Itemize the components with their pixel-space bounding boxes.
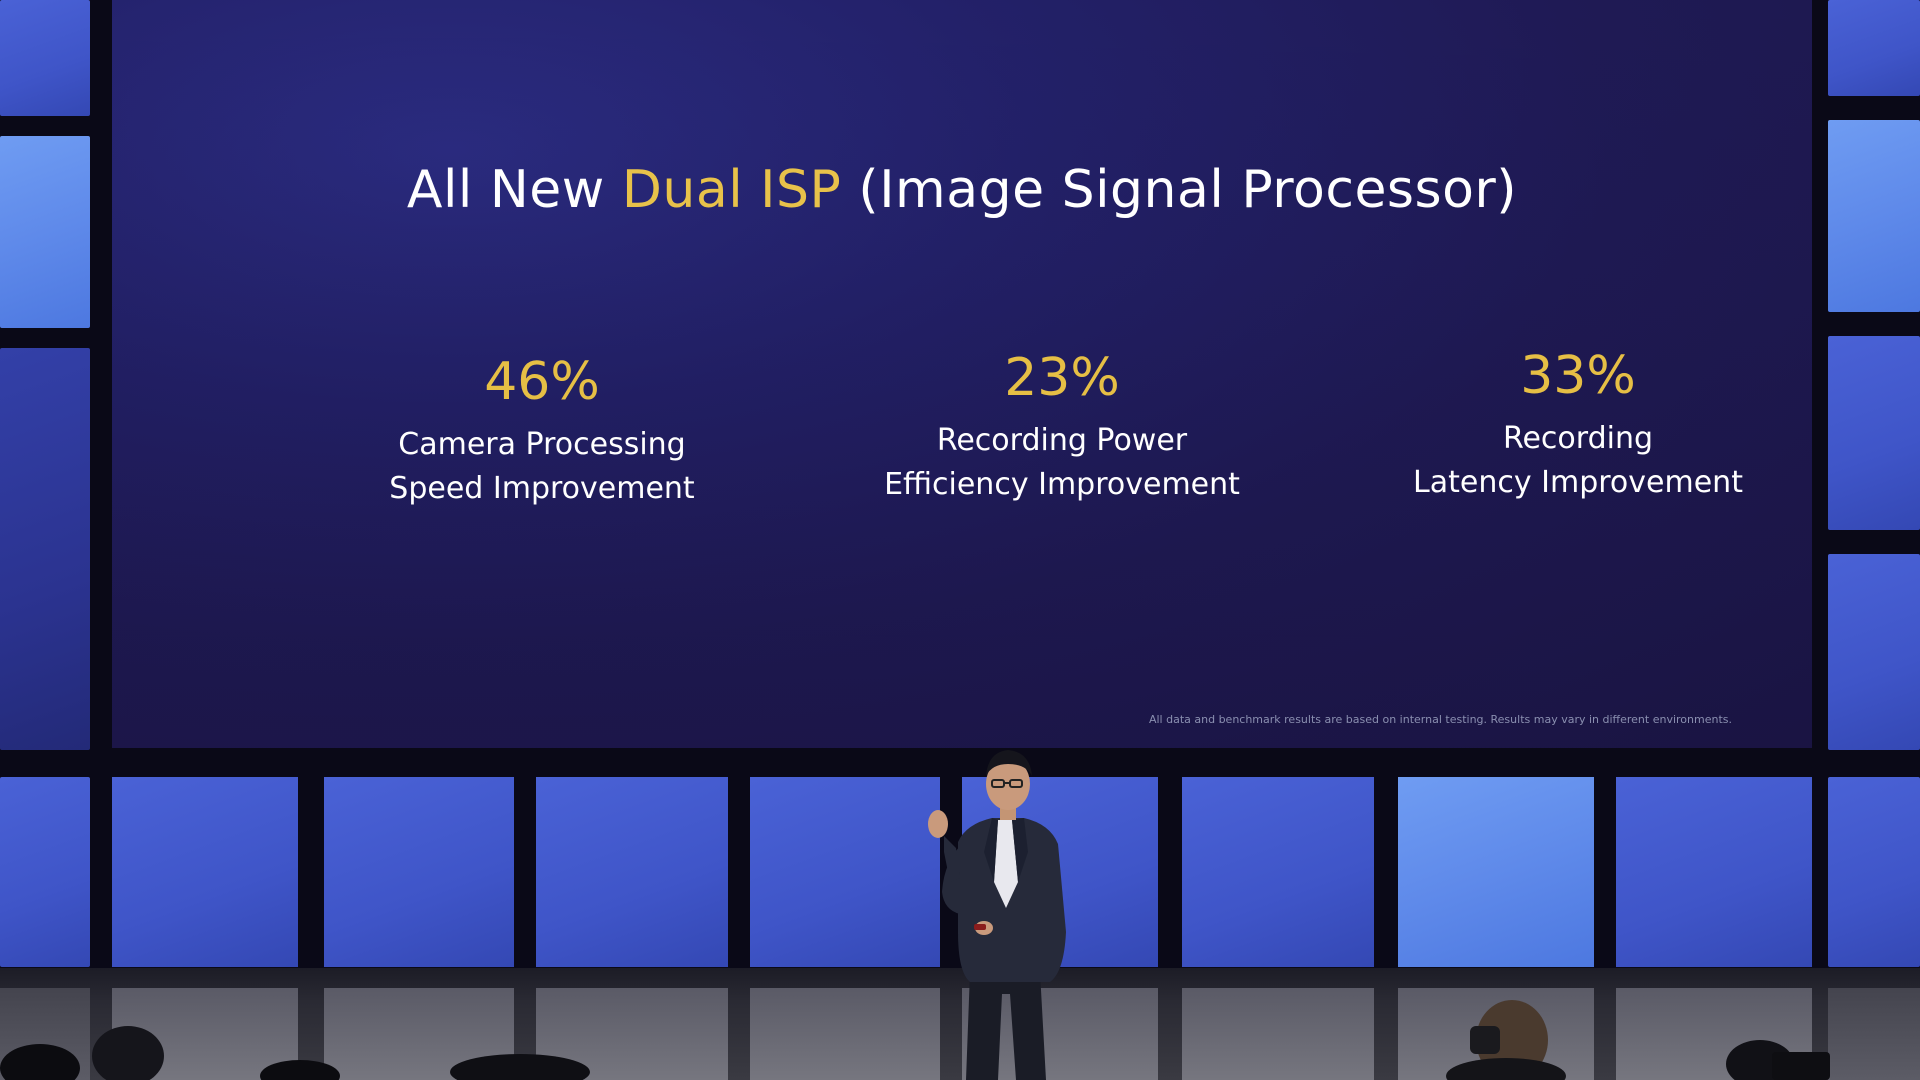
led-grid-cell xyxy=(112,777,298,967)
stat-label-line1: Recording xyxy=(1502,421,1654,456)
presentation-screen: All New Dual ISP (Image Signal Processor… xyxy=(112,0,1812,748)
slide-title: All New Dual ISP (Image Signal Processor… xyxy=(112,160,1812,220)
right-led-panel-2 xyxy=(1828,120,1920,312)
stage-floor xyxy=(0,968,1920,1080)
slide-title-prefix: All New xyxy=(406,160,622,220)
led-grid-cell xyxy=(1398,777,1594,967)
right-led-panel-1 xyxy=(1828,0,1920,96)
right-led-panel-3 xyxy=(1828,336,1920,530)
presenter-figure xyxy=(928,750,1066,1080)
slide-disclaimer: All data and benchmark results are based… xyxy=(1148,713,1732,726)
led-grid-cell xyxy=(536,777,728,967)
floor-panel xyxy=(1828,988,1920,1080)
right-led-panel-4 xyxy=(1828,554,1920,750)
stat-camera-processing: 46% Camera Processing Speed Improvement xyxy=(282,351,802,511)
led-grid-cell xyxy=(1182,777,1374,967)
slide-title-suffix: (Image Signal Processor) xyxy=(841,160,1518,220)
stat-value: 33% xyxy=(1520,346,1636,406)
led-grid-cell xyxy=(1616,777,1812,967)
right-led-panel-5 xyxy=(1828,777,1920,967)
stat-value: 46% xyxy=(484,352,600,412)
left-led-panel-1 xyxy=(0,0,90,116)
left-led-panel-3 xyxy=(0,348,90,750)
led-grid-cell xyxy=(324,777,514,967)
left-led-panel-2 xyxy=(0,136,90,328)
floor-panel xyxy=(1182,988,1374,1080)
stat-label-line1: Recording Power xyxy=(936,423,1188,458)
stat-label-line2: Speed Improvement xyxy=(389,471,695,506)
slide-title-highlight: Dual ISP xyxy=(621,160,842,220)
led-grid-cell xyxy=(750,777,940,967)
stat-label-line1: Camera Processing xyxy=(398,427,686,462)
floor-panel xyxy=(750,988,940,1080)
stat-recording-power: 23% Recording Power Efficiency Improveme… xyxy=(802,347,1322,507)
audience-silhouettes xyxy=(0,1000,1830,1080)
stat-value: 23% xyxy=(1004,348,1120,408)
screen-shade xyxy=(112,0,1812,748)
stat-label-line2: Latency Improvement xyxy=(1413,465,1743,500)
stat-recording-latency: 33% Recording Latency Improvement xyxy=(1318,345,1812,505)
stat-label-line2: Efficiency Improvement xyxy=(884,467,1240,502)
left-led-panel-4 xyxy=(0,777,90,967)
